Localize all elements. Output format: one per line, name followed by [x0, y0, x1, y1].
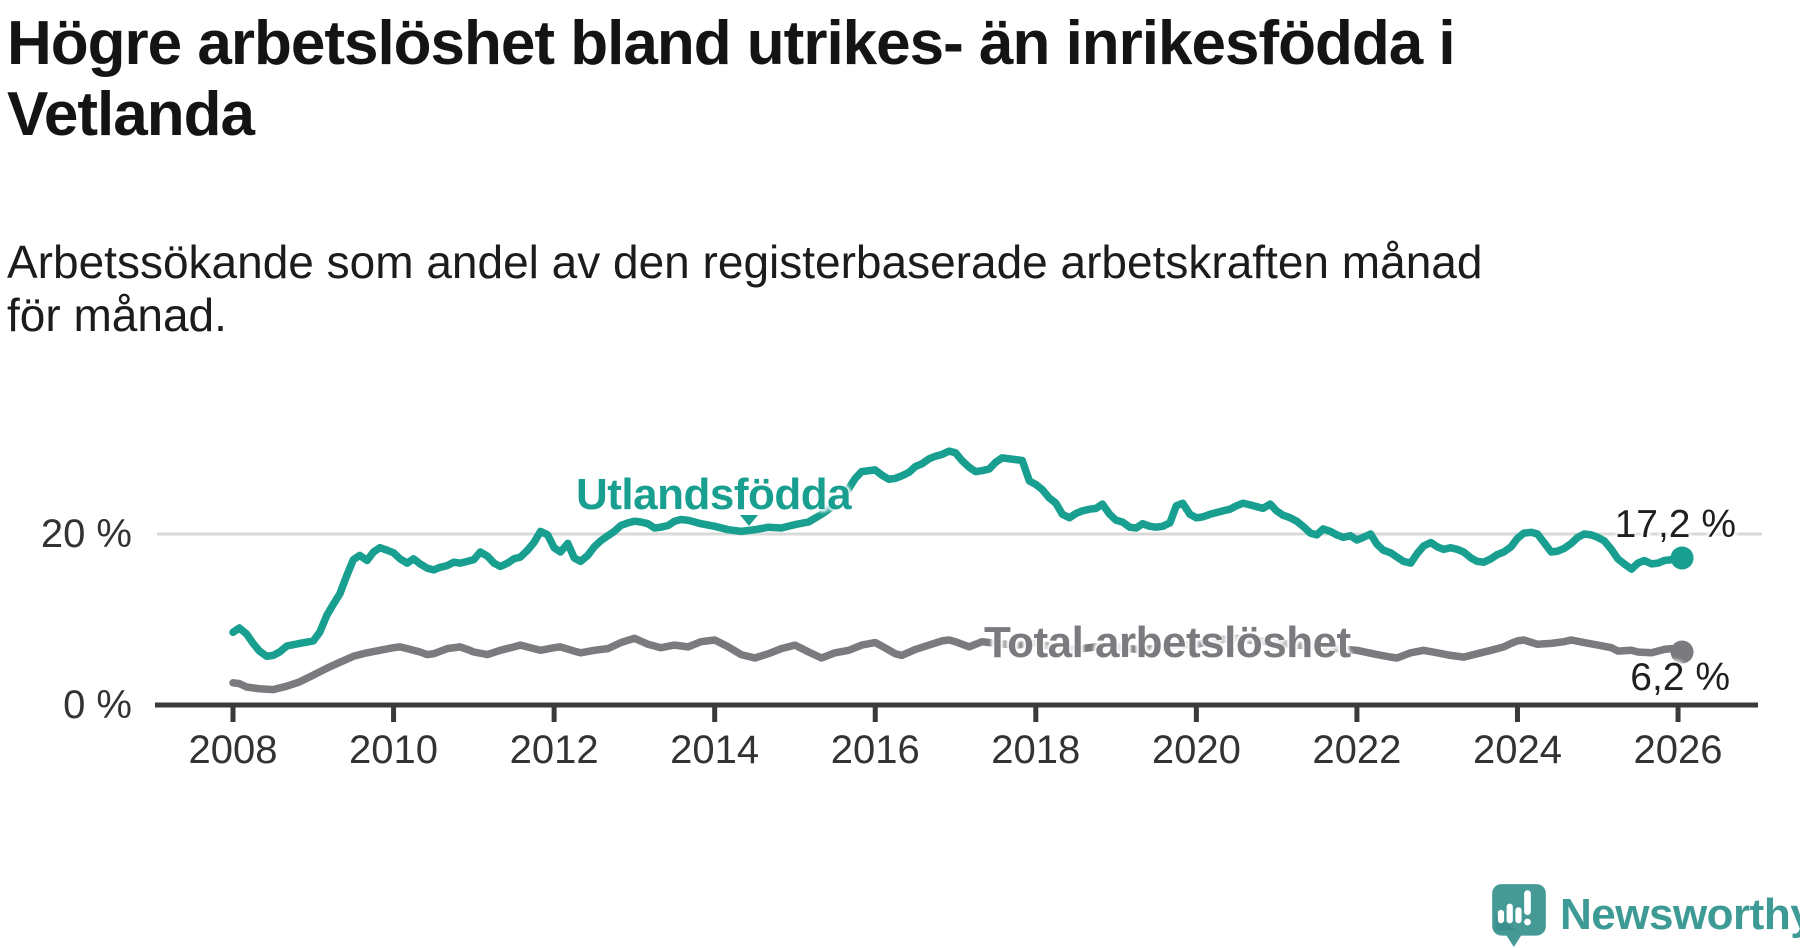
x-tick-label-2020: 2020 — [1151, 728, 1241, 772]
end-value-label-utlandsfodda: 17,2 % — [1614, 503, 1736, 546]
series-label-total-arbetsloshet: Total arbetslöshet — [984, 618, 1351, 667]
x-tick-label-2016: 2016 — [830, 728, 920, 772]
x-tick-label-2008: 2008 — [188, 728, 278, 772]
x-tick-label-2014: 2014 — [670, 728, 760, 772]
x-tick-label-2018: 2018 — [991, 728, 1081, 772]
x-tick-label-2024: 2024 — [1472, 728, 1562, 772]
page-title: Högre arbetslöshet bland utrikes- än inr… — [7, 9, 1456, 149]
newsworthy-logo-icon — [1492, 884, 1546, 947]
end-value-label-total: 6,2 % — [1630, 656, 1730, 699]
label-pointer-triangle-icon — [740, 515, 758, 526]
newsworthy-logo[interactable]: Newsworthy — [1490, 882, 1800, 948]
x-tick-label-2026: 2026 — [1633, 728, 1723, 772]
y-tick-label-20: 20 % — [40, 512, 132, 556]
newsworthy-logo-text: Newsworthy — [1560, 890, 1800, 939]
series-end-dot-1 — [1670, 640, 1694, 664]
chart-subtitle: Arbetssökande som andel av den registerb… — [7, 236, 1483, 341]
x-tick-label-2012: 2012 — [509, 728, 599, 772]
series-line-1 — [229, 634, 1686, 694]
series-label-utlandsfodda: Utlandsfödda — [576, 470, 852, 519]
y-tick-label-0: 0 % — [63, 683, 132, 727]
x-tick-label-2022: 2022 — [1312, 728, 1402, 772]
series-line-0 — [229, 447, 1686, 661]
series-end-dot-0 — [1670, 546, 1694, 570]
x-tick-label-2010: 2010 — [349, 728, 439, 772]
